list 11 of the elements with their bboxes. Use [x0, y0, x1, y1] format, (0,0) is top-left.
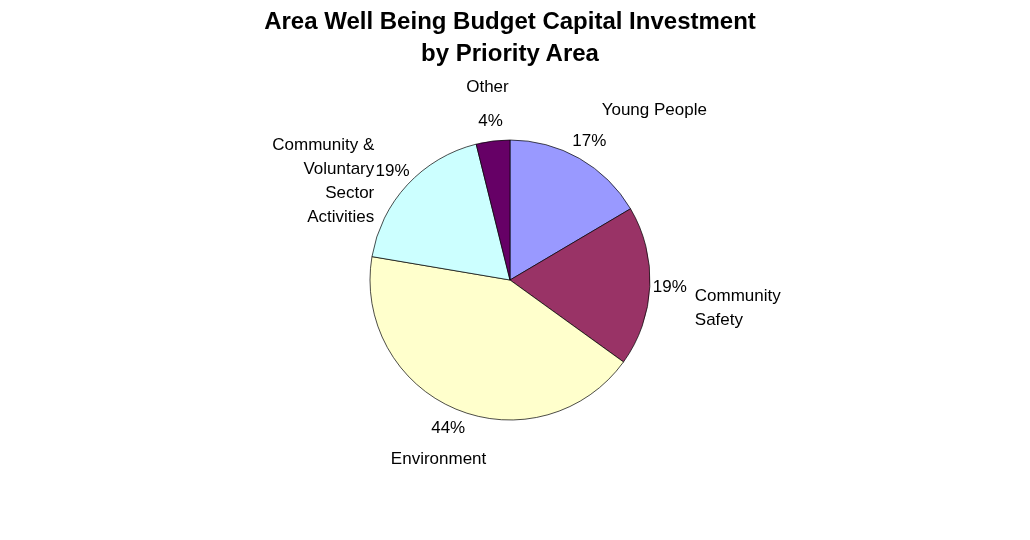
slice-label: Environment — [390, 448, 487, 468]
slice-label: Community & Voluntary Sector Activities — [272, 135, 375, 227]
slice-label: Young People — [601, 100, 707, 120]
data-label: 17% — [572, 131, 607, 151]
slice-label: Community Safety — [694, 286, 782, 330]
data-label: 19% — [375, 161, 410, 181]
data-label: 44% — [431, 417, 466, 437]
data-label: 19% — [652, 277, 687, 297]
data-label: 4% — [478, 111, 503, 131]
chart-title: Area Well Being Budget Capital Investment by Priority Area — [264, 7, 756, 66]
slice-label: Other — [466, 77, 510, 97]
